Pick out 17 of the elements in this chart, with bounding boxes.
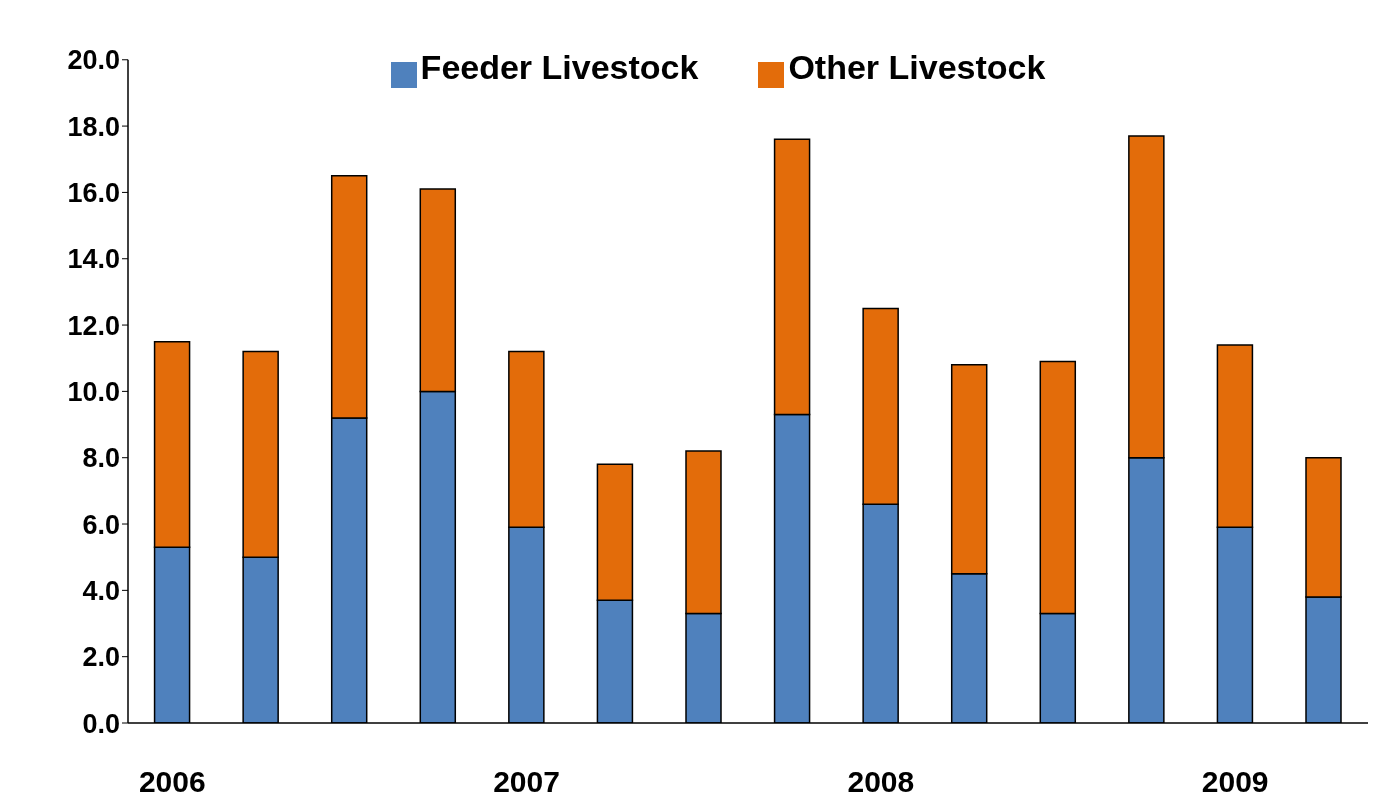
y-tick-label: 4.0 [82, 575, 120, 606]
legend-label: Other Livestock [788, 48, 1046, 86]
y-tick-label: 18.0 [67, 111, 120, 142]
y-tick-label: 8.0 [82, 443, 120, 474]
x-tick-label: 2009 [1201, 765, 1269, 799]
y-tick-label: 14.0 [67, 244, 120, 275]
y-tick-label: 6.0 [82, 509, 120, 540]
y-tick-label: 0.0 [82, 708, 120, 739]
y-tick-label: 10.0 [67, 376, 120, 407]
x-tick-label: 2008 [847, 765, 915, 799]
x-tick-label: 2007 [493, 765, 560, 799]
y-tick-label: 16.0 [67, 178, 120, 208]
y-tick-label: 20.0 [67, 45, 120, 76]
legend-label: Feeder Livestock [420, 48, 699, 86]
y-tick-label: 12.0 [67, 310, 120, 341]
x-tick-label: 2006 [138, 765, 206, 799]
y-tick-label: 2.0 [82, 642, 120, 673]
